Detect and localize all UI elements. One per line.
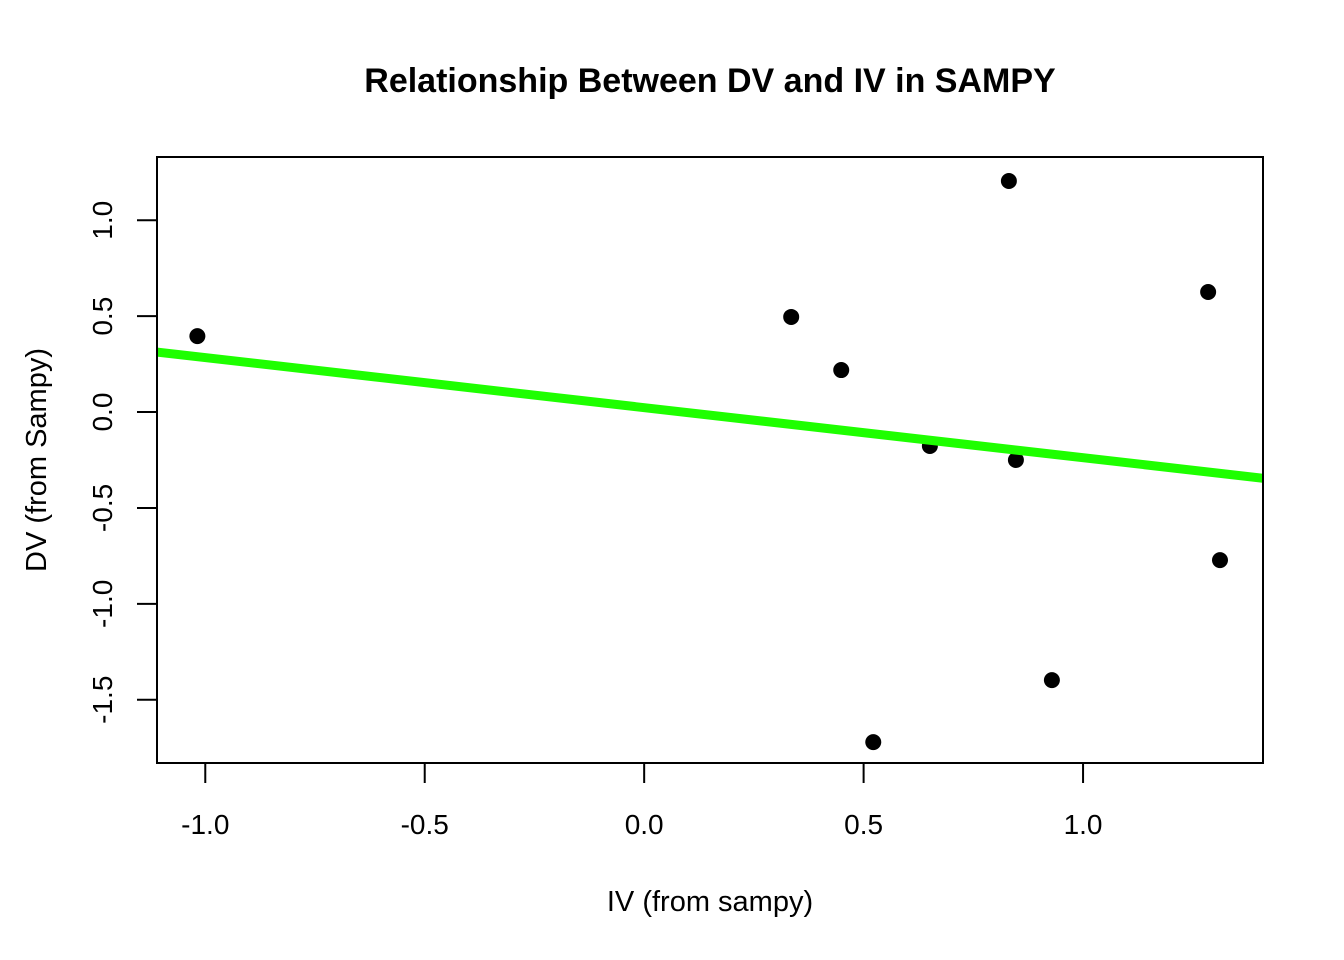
x-axis: -1.0 -0.5 0.0 0.5 1.0	[181, 762, 1103, 840]
y-tick-label: -1.5	[87, 676, 118, 724]
y-axis-label: DV (from Sampy)	[21, 348, 53, 572]
chart-title: Relationship Between DV and IV in SAMPY	[364, 62, 1056, 100]
regression-line	[157, 347, 1263, 483]
x-tick-label: -1.0	[181, 809, 229, 840]
data-point	[833, 362, 850, 379]
y-tick-label: -1.0	[87, 580, 118, 628]
data-point	[783, 308, 800, 325]
plot-area	[157, 172, 1263, 751]
y-axis: 1.0 0.5 0.0 -0.5 -1.0 -1.5	[87, 201, 158, 724]
y-tick-label: 1.0	[87, 201, 118, 240]
data-point	[1200, 284, 1217, 301]
x-tick-label: -0.5	[401, 809, 449, 840]
data-point	[1043, 672, 1060, 689]
data-point	[189, 328, 206, 345]
data-point	[1007, 452, 1024, 468]
x-tick-label: 0.0	[625, 809, 664, 840]
y-tick-label: 0.5	[87, 297, 118, 336]
y-tick-label: 0.0	[87, 393, 118, 432]
x-tick-label: 1.0	[1064, 809, 1103, 840]
data-point	[865, 734, 882, 751]
data-point	[1000, 172, 1017, 189]
data-point	[1211, 552, 1228, 569]
x-axis-label: IV (from sampy)	[607, 886, 813, 918]
y-tick-label: -0.5	[87, 484, 118, 532]
x-tick-label: 0.5	[844, 809, 883, 840]
